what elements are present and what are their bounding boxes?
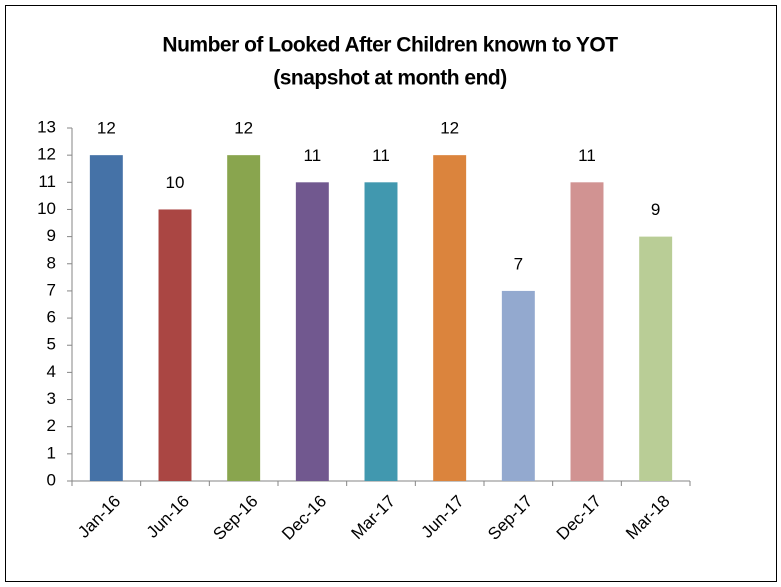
data-label: 7 (514, 254, 523, 273)
chart-title: (snapshot at month end) (273, 67, 507, 90)
data-label: 11 (304, 146, 322, 165)
bar (639, 236, 673, 481)
y-tick-label: 0 (47, 470, 56, 489)
y-tick-label: 9 (47, 226, 56, 245)
bar (158, 209, 192, 481)
y-tick-label: 3 (47, 389, 56, 408)
bar (570, 182, 604, 482)
data-label: 11 (372, 146, 390, 165)
y-tick-label: 8 (47, 253, 56, 272)
bar (295, 182, 329, 482)
y-tick-label: 7 (47, 280, 56, 299)
data-label: 10 (166, 173, 185, 192)
y-tick-label: 13 (37, 117, 56, 136)
data-label: 9 (651, 200, 660, 219)
data-label: 12 (440, 119, 459, 138)
bar (227, 155, 261, 481)
y-tick-label: 2 (47, 416, 56, 435)
bar (501, 290, 535, 481)
bar (433, 155, 467, 481)
y-tick-label: 4 (47, 362, 56, 381)
y-tick-label: 12 (37, 145, 56, 164)
chart-title: Number of Looked After Children known to… (162, 34, 618, 57)
bar (89, 155, 123, 481)
y-tick-label: 11 (38, 172, 56, 191)
data-label: 12 (234, 119, 253, 138)
y-tick-label: 10 (37, 199, 56, 218)
bar (364, 182, 398, 482)
data-label: 11 (578, 146, 596, 165)
y-tick-label: 5 (47, 335, 56, 354)
y-tick-label: 1 (47, 443, 56, 462)
y-tick-label: 6 (47, 308, 56, 327)
data-label: 12 (97, 119, 116, 138)
